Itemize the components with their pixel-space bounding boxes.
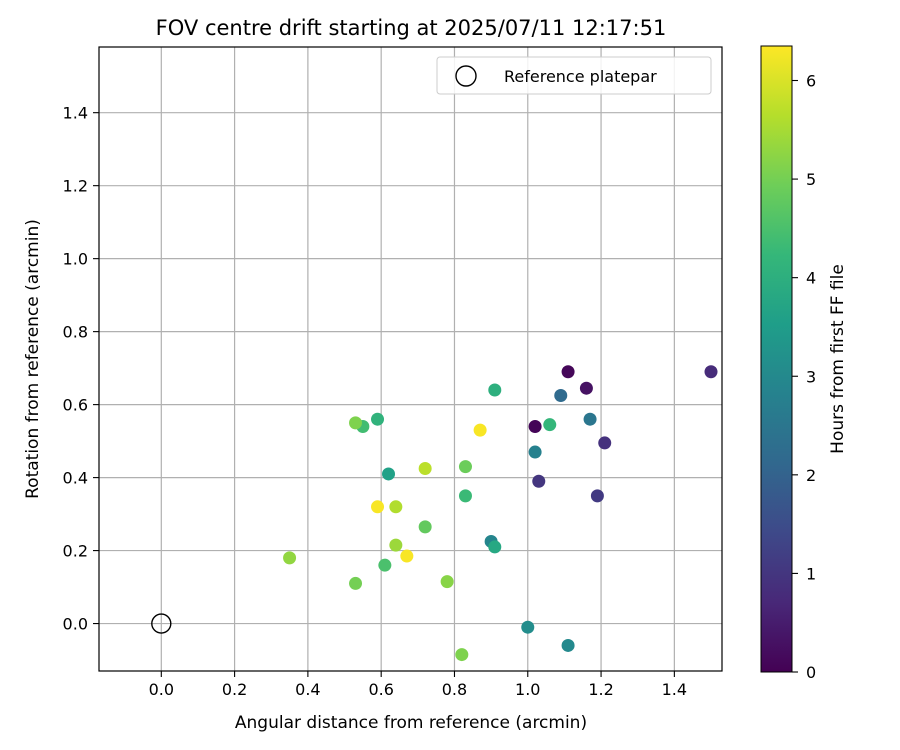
x-tick-label: 0.2 xyxy=(222,680,247,699)
colorbar-tick-label: 5 xyxy=(806,170,816,189)
scatter-point xyxy=(349,416,363,430)
scatter-point xyxy=(543,418,557,432)
y-tick-label: 0.4 xyxy=(63,469,88,488)
y-tick-label: 0.8 xyxy=(63,323,88,342)
x-tick-label: 1.0 xyxy=(515,680,540,699)
colorbar-tick-label: 2 xyxy=(806,466,816,485)
y-tick-label: 0.2 xyxy=(63,542,88,561)
y-tick-label: 1.2 xyxy=(63,177,88,196)
scatter-point xyxy=(532,474,546,488)
scatter-point xyxy=(488,383,502,397)
y-tick-label: 1.4 xyxy=(63,104,88,123)
colorbar: 0 1 2 3 4 5 6 Hours from first FF file xyxy=(760,45,848,682)
scatter-point xyxy=(418,461,432,475)
y-axis-label: Rotation from reference (arcmin) xyxy=(23,219,43,499)
reference-point-marker xyxy=(151,613,172,634)
colorbar-ticks: 0 1 2 3 4 5 6 xyxy=(792,72,816,682)
scatter-point xyxy=(389,538,403,552)
scatter-point xyxy=(528,445,542,459)
colorbar-tick-label: 4 xyxy=(806,269,816,288)
chart-title: FOV centre drift starting at 2025/07/11 … xyxy=(156,16,667,40)
colorbar-tick-label: 1 xyxy=(806,564,816,583)
x-tick-label: 1.4 xyxy=(662,680,687,699)
x-axis-ticks: 0.0 0.2 0.4 0.6 0.8 1.0 1.2 1.4 xyxy=(149,671,687,699)
scatter-point xyxy=(371,500,385,514)
y-tick-label: 1.0 xyxy=(63,250,88,269)
scatter-point xyxy=(554,388,568,402)
x-tick-label: 0.6 xyxy=(368,680,393,699)
y-axis-ticks: 0.0 0.2 0.4 0.6 0.8 1.0 1.2 1.4 xyxy=(63,104,99,634)
scatter-point xyxy=(521,620,535,634)
scatter-point xyxy=(458,460,472,474)
colorbar-label: Hours from first FF file xyxy=(828,264,848,454)
scatter-point xyxy=(561,638,575,652)
scatter-point xyxy=(528,420,542,434)
x-tick-label: 0.0 xyxy=(149,680,174,699)
x-tick-label: 1.2 xyxy=(588,680,613,699)
scatter-point xyxy=(378,558,392,572)
scatter-point xyxy=(561,365,575,379)
y-tick-label: 0.0 xyxy=(63,615,88,634)
grid-lines xyxy=(99,47,722,671)
scatter-point xyxy=(382,467,396,481)
plot-frame xyxy=(98,46,723,672)
scatter-point xyxy=(349,576,363,590)
colorbar-tick-label: 6 xyxy=(806,72,816,91)
scatter-point xyxy=(579,381,593,395)
scatter-point xyxy=(400,549,414,563)
scatter-point xyxy=(440,575,454,589)
scatter-point xyxy=(473,423,487,437)
x-tick-label: 0.8 xyxy=(442,680,467,699)
legend-box xyxy=(436,56,712,95)
scatter-point xyxy=(283,551,297,565)
scatter-point xyxy=(418,520,432,534)
scatter-point xyxy=(583,412,597,426)
scatter-point xyxy=(590,489,604,503)
scatter-point xyxy=(389,500,403,514)
legend: Reference platepar xyxy=(436,56,712,95)
colorbar-bar xyxy=(760,45,793,673)
x-tick-label: 0.4 xyxy=(295,680,320,699)
scatter-point xyxy=(458,489,472,503)
scatter-point xyxy=(455,648,469,662)
scatter-point xyxy=(371,412,385,426)
x-axis-label: Angular distance from reference (arcmin) xyxy=(235,713,587,733)
colorbar-tick-label: 0 xyxy=(806,663,816,682)
scatter-point xyxy=(598,436,612,450)
scatter-point xyxy=(488,540,502,554)
legend-marker-icon xyxy=(455,65,477,87)
scatter-point xyxy=(704,365,718,379)
data-points xyxy=(283,365,718,662)
legend-entry-reference: Reference platepar xyxy=(504,67,657,86)
y-tick-label: 0.6 xyxy=(63,396,88,415)
colorbar-tick-label: 3 xyxy=(806,367,816,386)
